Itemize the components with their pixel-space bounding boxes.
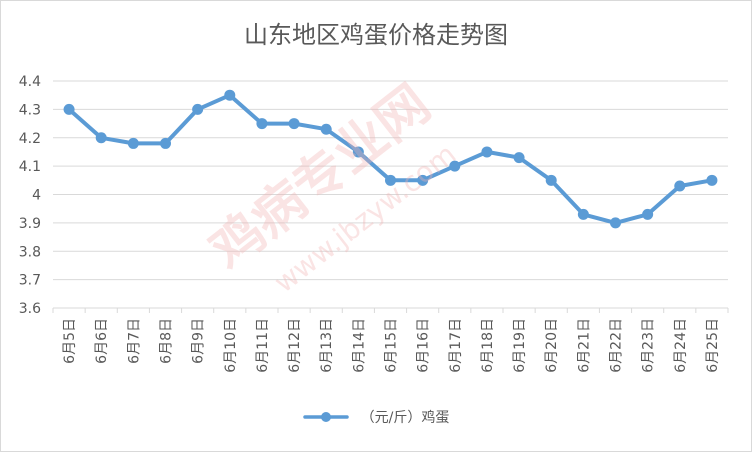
data-point: [160, 137, 171, 149]
data-point: [192, 103, 204, 115]
data-point: [288, 118, 300, 130]
y-tick-label: 4.3: [19, 102, 41, 118]
x-tick-label: 6月16日: [416, 318, 432, 373]
x-tick-label: 6月9日: [191, 318, 207, 364]
x-tick-label: 6月14日: [351, 318, 367, 373]
y-tick-label: 3.8: [19, 244, 41, 260]
data-point: [577, 208, 589, 220]
x-tick-label: 6月15日: [384, 318, 400, 373]
x-axis-ticks: 6月5日 6月6日 6月7日 6月8日 6月9日 6月10日 6月11日 6月12日 6月13日…: [52, 308, 729, 373]
data-point: [224, 89, 236, 101]
x-tick-label: 6月20日: [544, 318, 560, 373]
data-point: [417, 174, 429, 186]
data-point: [256, 118, 268, 130]
x-tick-label: 6月24日: [673, 318, 689, 373]
x-tick-label: 6月22日: [609, 318, 625, 373]
x-tick-label: 6月12日: [287, 318, 303, 373]
chart-title: 山东地区鸡蛋价格走势图: [244, 21, 508, 49]
x-tick-label: 6月7日: [126, 318, 142, 364]
x-tick-label: 6月17日: [448, 318, 464, 373]
x-tick-label: 6月23日: [641, 318, 657, 373]
data-point: [63, 103, 75, 115]
x-tick-label: 6月6日: [94, 318, 110, 364]
x-tick-label: 6月5日: [62, 318, 78, 364]
data-point: [642, 208, 654, 220]
data-point: [352, 146, 364, 158]
x-tick-label: 6月10日: [223, 318, 239, 373]
y-tick-label: 4.2: [19, 131, 41, 147]
data-point: [385, 174, 396, 186]
data-point: [449, 160, 461, 172]
series-line: [67, 93, 714, 225]
y-tick-label: 4.4: [19, 74, 41, 90]
grid-lines: [53, 80, 728, 309]
y-tick-label: 4.1: [19, 159, 41, 175]
data-point: [481, 146, 493, 158]
x-tick-label: 6月21日: [576, 318, 592, 373]
data-point: [674, 180, 686, 192]
x-tick-label: 6月11日: [255, 318, 271, 373]
legend-line-marker-icon: [302, 412, 349, 422]
y-tick-label: 3.9: [19, 216, 41, 232]
data-point: [545, 174, 557, 186]
x-tick-label: 6月25日: [705, 318, 721, 373]
x-tick-label: 6月8日: [159, 318, 175, 364]
data-point: [127, 137, 139, 149]
data-point: [610, 217, 621, 229]
x-tick-label: 6月19日: [512, 318, 528, 373]
y-axis-ticks: 3.6 3.7 3.8 3.9 4 4.1 4.2 4.3 4.4: [19, 74, 41, 317]
y-tick-label: 3.6: [19, 301, 41, 317]
y-tick-label: 4: [32, 188, 41, 204]
x-tick-label: 6月13日: [319, 318, 335, 373]
legend-label: （元/斤）鸡蛋: [360, 410, 450, 426]
data-point: [320, 123, 332, 135]
data-point: [513, 152, 525, 164]
data-point: [95, 132, 107, 144]
y-tick-label: 3.7: [19, 273, 41, 289]
data-point: [706, 174, 718, 186]
x-tick-label: 6月18日: [480, 318, 496, 373]
legend: （元/斤）鸡蛋: [1, 407, 751, 427]
series-layer: [63, 89, 718, 229]
